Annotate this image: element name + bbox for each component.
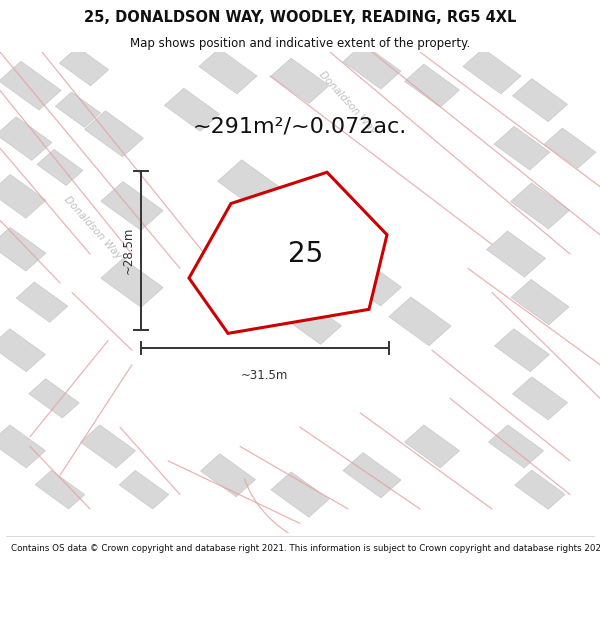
Polygon shape — [511, 183, 569, 229]
Polygon shape — [200, 454, 256, 497]
Polygon shape — [37, 149, 83, 186]
Polygon shape — [0, 329, 46, 372]
Polygon shape — [515, 470, 565, 509]
Polygon shape — [119, 471, 169, 509]
Polygon shape — [59, 47, 109, 86]
Polygon shape — [494, 329, 550, 372]
Polygon shape — [101, 182, 163, 230]
Polygon shape — [0, 425, 46, 468]
Polygon shape — [85, 111, 143, 157]
Polygon shape — [283, 298, 341, 344]
Polygon shape — [271, 472, 329, 517]
Polygon shape — [271, 58, 329, 104]
Polygon shape — [343, 452, 401, 498]
Polygon shape — [544, 128, 596, 168]
Polygon shape — [101, 259, 163, 308]
Polygon shape — [218, 160, 286, 214]
Text: ~28.5m: ~28.5m — [121, 227, 134, 274]
Polygon shape — [343, 260, 401, 306]
Polygon shape — [404, 425, 460, 468]
Polygon shape — [463, 49, 521, 94]
Polygon shape — [0, 61, 61, 110]
Polygon shape — [487, 231, 545, 277]
Text: Map shows position and indicative extent of the property.: Map shows position and indicative extent… — [130, 38, 470, 51]
Text: ~291m²/~0.072ac.: ~291m²/~0.072ac. — [193, 116, 407, 136]
Polygon shape — [199, 49, 257, 94]
Polygon shape — [29, 379, 79, 418]
Polygon shape — [511, 279, 569, 325]
Polygon shape — [494, 126, 550, 170]
Polygon shape — [488, 425, 544, 468]
Text: 25, DONALDSON WAY, WOODLEY, READING, RG5 4XL: 25, DONALDSON WAY, WOODLEY, READING, RG5… — [84, 11, 516, 26]
Text: ~31.5m: ~31.5m — [241, 369, 289, 382]
Polygon shape — [189, 173, 387, 333]
Polygon shape — [0, 174, 46, 218]
Text: 25: 25 — [289, 240, 323, 268]
Polygon shape — [80, 425, 136, 468]
Polygon shape — [35, 471, 85, 509]
Text: Contains OS data © Crown copyright and database right 2021. This information is : Contains OS data © Crown copyright and d… — [11, 544, 600, 553]
Polygon shape — [0, 228, 46, 271]
Polygon shape — [164, 88, 220, 131]
Polygon shape — [55, 92, 101, 128]
Text: Donaldson Way: Donaldson Way — [62, 194, 124, 261]
Polygon shape — [279, 199, 345, 251]
Polygon shape — [0, 117, 52, 161]
Polygon shape — [343, 44, 401, 89]
Polygon shape — [404, 64, 460, 107]
Polygon shape — [512, 377, 568, 420]
Text: Donaldson Way: Donaldson Way — [317, 69, 379, 136]
Polygon shape — [512, 79, 568, 121]
Polygon shape — [237, 242, 303, 294]
Polygon shape — [16, 282, 68, 322]
Polygon shape — [389, 297, 451, 346]
